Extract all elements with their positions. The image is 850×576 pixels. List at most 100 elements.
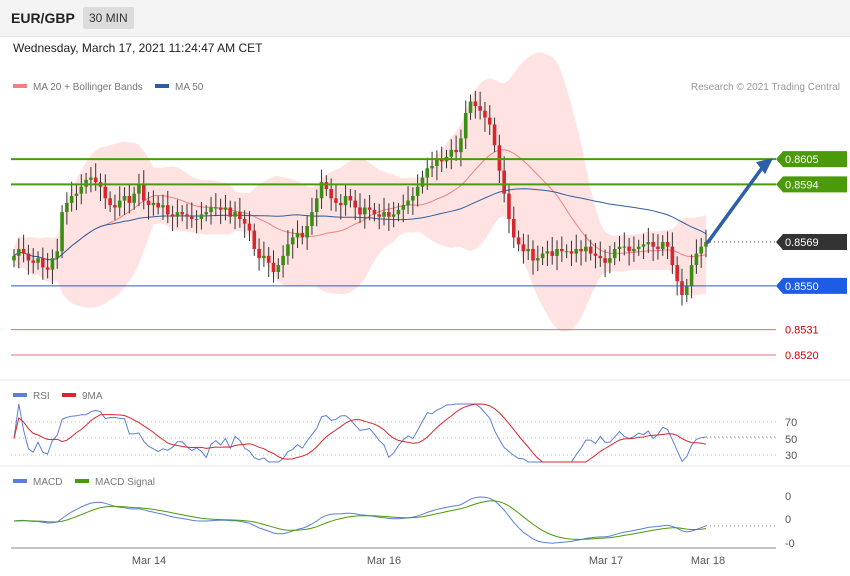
- candle-body: [406, 200, 410, 206]
- macd-tick-top: 0: [785, 491, 791, 503]
- candle-body: [660, 242, 665, 249]
- candle-body: [665, 242, 670, 247]
- candle-body: [89, 177, 93, 180]
- candle-body: [146, 200, 151, 206]
- candle-body: [103, 186, 108, 199]
- candle-body: [55, 251, 60, 259]
- candle-body: [656, 246, 660, 249]
- x-tick-mar16: Mar 16: [367, 555, 401, 567]
- candle-body: [161, 205, 165, 208]
- candle-body: [555, 248, 559, 256]
- candle-body: [238, 212, 242, 219]
- candle-body: [507, 193, 511, 219]
- candle-body: [242, 219, 247, 224]
- rsi-tick-70: 70: [785, 417, 797, 429]
- candle-body: [156, 202, 160, 208]
- candle-body: [584, 246, 588, 252]
- candle-body: [247, 223, 252, 231]
- candle-body: [704, 242, 708, 247]
- level-tag-0.8605: [776, 151, 847, 168]
- rsi-line: [13, 403, 707, 463]
- candle-body: [492, 124, 497, 146]
- candle-body: [45, 267, 50, 270]
- macd-signal-legend-swatch: [75, 479, 89, 483]
- candle-body: [439, 159, 444, 162]
- candle-body: [300, 232, 305, 238]
- candle-body: [612, 248, 617, 259]
- candle-body: [588, 246, 593, 254]
- candle-body: [31, 260, 36, 263]
- candle-body: [12, 255, 16, 261]
- candle-body: [17, 248, 21, 256]
- candle-body: [473, 101, 478, 107]
- candle-body: [209, 207, 213, 213]
- rsi-ma-legend: 9MA: [82, 391, 103, 402]
- candle-body: [401, 205, 406, 210]
- candle-body: [117, 200, 122, 208]
- macd-line: [13, 496, 707, 544]
- candle-body: [603, 258, 607, 263]
- candle-body: [338, 202, 343, 206]
- candle-body: [516, 237, 521, 245]
- level-label-0.8550: 0.8550: [785, 281, 819, 293]
- candle-body: [430, 166, 434, 169]
- candle-body: [478, 106, 482, 111]
- candle-body: [468, 101, 473, 113]
- candle-body: [223, 207, 228, 210]
- candle-body: [435, 159, 439, 166]
- candle-body: [252, 230, 257, 249]
- candle-body: [415, 186, 420, 196]
- rsi-tick-50: 50: [785, 434, 797, 446]
- candle-body: [377, 214, 382, 217]
- timestamp: Wednesday, March 17, 2021 11:24:47 AM CE…: [13, 41, 263, 55]
- candle-body: [290, 237, 295, 245]
- candle-body: [425, 168, 430, 178]
- candle-body: [463, 113, 468, 139]
- credit-text: Research © 2021 Trading Central: [691, 82, 840, 93]
- rsi-ma-line: [13, 403, 707, 463]
- candle-body: [675, 265, 679, 282]
- candle-body: [204, 212, 209, 215]
- candle-body: [262, 255, 266, 259]
- candle-body: [641, 244, 646, 247]
- timeframe-button[interactable]: 30 MIN: [83, 7, 134, 29]
- candle-body: [185, 214, 189, 217]
- candle-body: [324, 182, 329, 190]
- candle-body: [329, 189, 333, 199]
- candle-body: [305, 225, 309, 238]
- candle-body: [574, 248, 579, 254]
- candle-body: [382, 212, 386, 217]
- candle-body: [113, 205, 117, 208]
- candle-body: [218, 207, 223, 210]
- top-bar: EUR/GBP 30 MIN: [0, 0, 850, 37]
- candle-body: [646, 242, 651, 245]
- macd-legend-swatch: [13, 479, 27, 483]
- candle-body: [487, 117, 492, 125]
- ma20-legend: MA 20 + Bollinger Bands: [33, 82, 143, 93]
- candle-body: [170, 214, 175, 217]
- ma50-legend-swatch: [155, 84, 169, 88]
- rsi-ma-legend-swatch: [62, 393, 76, 397]
- rsi-tick-30: 30: [785, 450, 797, 462]
- candle-body: [257, 248, 261, 259]
- candle-body: [540, 253, 545, 259]
- candle-body: [108, 198, 112, 206]
- candle-body: [281, 255, 285, 266]
- macd-tick-mid: 0: [785, 514, 791, 526]
- macd-signal-legend: MACD Signal: [95, 477, 155, 488]
- candle-body: [276, 265, 281, 272]
- candle-body: [387, 212, 391, 217]
- x-tick-mar14: Mar 14: [132, 555, 166, 567]
- candle-body: [132, 193, 136, 203]
- level-tag-0.8569: [776, 234, 847, 251]
- candle-body: [334, 198, 338, 203]
- candle-body: [79, 186, 84, 194]
- macd-legend: MACD: [33, 477, 62, 488]
- candle-body: [363, 207, 367, 215]
- candle-body: [314, 198, 319, 213]
- candle-body: [65, 202, 69, 213]
- candle-body: [564, 251, 569, 253]
- candle-body: [353, 200, 357, 208]
- candle-body: [497, 145, 502, 171]
